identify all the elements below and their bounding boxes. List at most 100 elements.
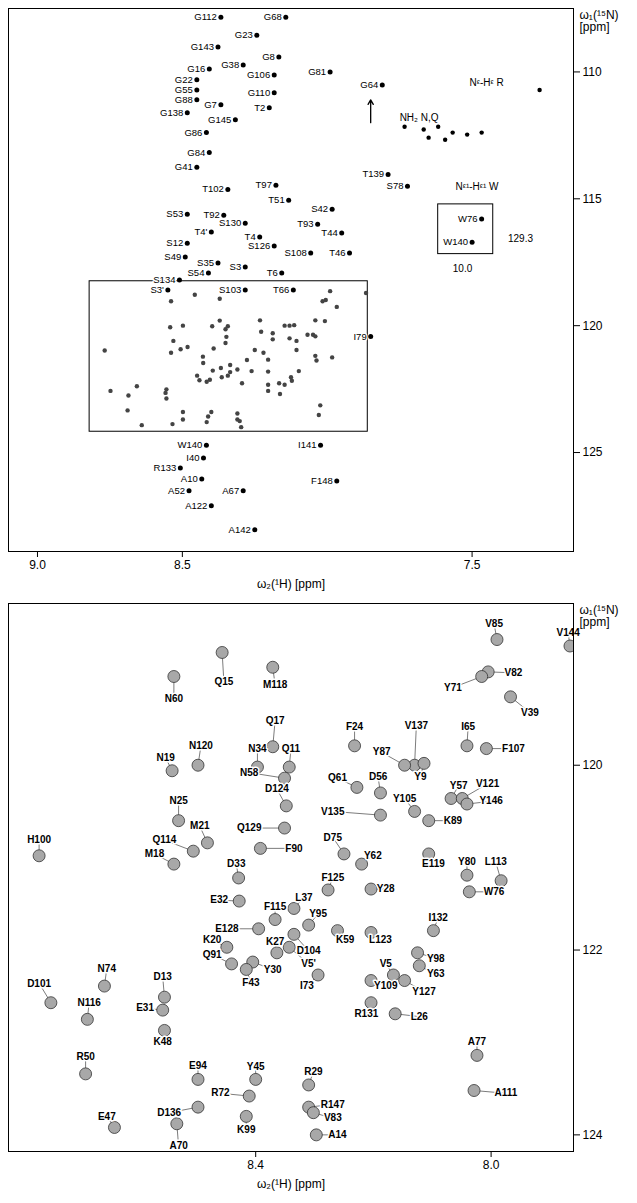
- svg-text:F115: F115: [264, 901, 287, 912]
- svg-text:Q61: Q61: [328, 772, 347, 783]
- svg-text:V83: V83: [324, 1112, 342, 1123]
- svg-text:F43: F43: [242, 977, 260, 988]
- svg-text:T44: T44: [321, 227, 337, 238]
- svg-text:F90: F90: [285, 843, 303, 854]
- svg-text:I132: I132: [428, 912, 448, 923]
- svg-text:G86: G86: [184, 127, 202, 138]
- svg-text:Y28: Y28: [377, 883, 395, 894]
- svg-text:V85: V85: [485, 618, 503, 629]
- svg-text:9.0: 9.0: [29, 558, 46, 572]
- svg-text:A52: A52: [168, 485, 185, 496]
- svg-text:F107: F107: [502, 743, 525, 754]
- svg-text:V39: V39: [521, 707, 539, 718]
- svg-text:S12: S12: [166, 237, 183, 248]
- svg-text:R72: R72: [211, 1087, 230, 1098]
- svg-text:T46: T46: [329, 247, 345, 258]
- svg-text:T66: T66: [273, 284, 289, 295]
- svg-text:S78: S78: [387, 180, 404, 191]
- svg-text:Y63: Y63: [427, 968, 445, 979]
- svg-text:E31: E31: [136, 1002, 154, 1013]
- svg-text:ω₂(¹H) [ppm]: ω₂(¹H) [ppm]: [257, 577, 325, 591]
- svg-text:A14: A14: [328, 1129, 347, 1140]
- svg-text:D136: D136: [157, 1107, 181, 1118]
- svg-text:S126: S126: [248, 240, 270, 251]
- svg-text:Y105: Y105: [393, 793, 417, 804]
- svg-text:8.0: 8.0: [483, 1158, 500, 1172]
- svg-text:I73: I73: [300, 980, 314, 991]
- svg-text:Y30: Y30: [264, 964, 282, 975]
- svg-text:V135: V135: [321, 806, 345, 817]
- svg-text:ω₂(¹H) [ppm]: ω₂(¹H) [ppm]: [257, 1177, 325, 1191]
- svg-text:G88: G88: [175, 94, 193, 105]
- svg-text:N58: N58: [240, 767, 259, 778]
- svg-text:T51: T51: [268, 194, 284, 205]
- svg-text:I79: I79: [353, 331, 366, 342]
- svg-text:M118: M118: [263, 679, 288, 690]
- svg-text:L123: L123: [369, 934, 392, 945]
- svg-text:Q17: Q17: [266, 715, 285, 726]
- svg-text:I141: I141: [298, 439, 317, 450]
- svg-text:K59: K59: [336, 934, 355, 945]
- svg-text:D124: D124: [265, 783, 289, 794]
- svg-text:ω₁(¹⁵N)[ppm]: ω₁(¹⁵N)[ppm]: [580, 603, 619, 629]
- svg-text:Y9: Y9: [414, 771, 427, 782]
- svg-text:S42: S42: [311, 203, 328, 214]
- svg-text:W76: W76: [484, 886, 505, 897]
- svg-text:N34: N34: [248, 743, 267, 754]
- svg-text:8.5: 8.5: [174, 558, 191, 572]
- svg-text:A111: A111: [494, 1087, 517, 1098]
- svg-text:N116: N116: [77, 997, 101, 1008]
- svg-text:E47: E47: [98, 1111, 116, 1122]
- svg-text:H100: H100: [27, 834, 51, 845]
- svg-text:K48: K48: [154, 1036, 173, 1047]
- svg-text:G16: G16: [187, 63, 205, 74]
- svg-text:N60: N60: [165, 693, 184, 704]
- svg-text:G38: G38: [221, 59, 239, 70]
- svg-text:D56: D56: [369, 771, 388, 782]
- svg-text:R50: R50: [76, 1051, 95, 1062]
- svg-text:T93: T93: [297, 218, 313, 229]
- svg-text:Y71: Y71: [444, 682, 462, 693]
- svg-text:Y87: Y87: [373, 746, 391, 757]
- svg-text:125: 125: [583, 445, 603, 459]
- svg-text:G145: G145: [208, 114, 231, 125]
- svg-text:124: 124: [583, 1128, 603, 1142]
- svg-text:K20: K20: [203, 934, 222, 945]
- svg-text:D101: D101: [27, 978, 51, 989]
- svg-text:L37: L37: [295, 892, 313, 903]
- svg-text:E128: E128: [215, 923, 239, 934]
- svg-text:T92: T92: [203, 209, 219, 220]
- svg-text:Y146: Y146: [479, 795, 503, 806]
- svg-text:ω₁(¹⁵N)[ppm]: ω₁(¹⁵N)[ppm]: [580, 8, 619, 34]
- svg-text:N19: N19: [156, 752, 175, 763]
- svg-text:V144: V144: [557, 627, 581, 638]
- svg-text:Q15: Q15: [214, 676, 233, 687]
- svg-text:Nᵋ¹-Hᵋ¹ W: Nᵋ¹-Hᵋ¹ W: [455, 181, 499, 192]
- svg-text:V137: V137: [405, 720, 429, 731]
- svg-text:G138: G138: [160, 107, 183, 118]
- svg-text:K27: K27: [266, 936, 285, 947]
- svg-text:Y80: Y80: [458, 856, 476, 867]
- svg-text:W140: W140: [443, 236, 468, 247]
- svg-text:120: 120: [583, 319, 603, 333]
- svg-text:Y98: Y98: [427, 953, 445, 964]
- svg-text:D13: D13: [154, 971, 173, 982]
- svg-text:D75: D75: [324, 832, 343, 843]
- svg-text:G110: G110: [248, 87, 271, 98]
- svg-text:Nᵋ-Hᵋ R: Nᵋ-Hᵋ R: [470, 77, 504, 88]
- svg-text:G41: G41: [175, 161, 193, 172]
- svg-text:N74: N74: [98, 963, 117, 974]
- svg-text:T139: T139: [362, 168, 384, 179]
- svg-text:A67: A67: [222, 485, 239, 496]
- svg-text:S3: S3: [230, 261, 242, 272]
- svg-text:Q11: Q11: [282, 743, 301, 754]
- svg-text:Y57: Y57: [450, 780, 468, 791]
- svg-text:G84: G84: [187, 147, 205, 158]
- svg-text:E32: E32: [210, 894, 228, 905]
- svg-text:T4': T4': [194, 226, 207, 237]
- svg-text:G68: G68: [264, 11, 282, 22]
- svg-text:G7: G7: [204, 99, 217, 110]
- svg-text:A142: A142: [229, 524, 251, 535]
- svg-text:Y62: Y62: [364, 850, 382, 861]
- svg-text:S53: S53: [166, 208, 183, 219]
